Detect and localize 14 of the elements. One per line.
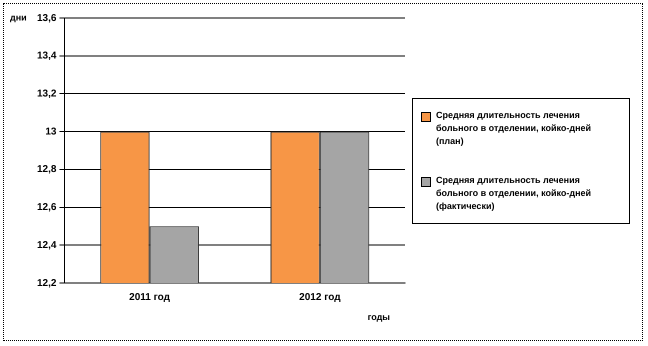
y-tick-label: 13,6 <box>36 12 57 24</box>
x-tick-label: 2012 год <box>299 292 342 303</box>
legend-label: Средняя длительность лечения больного в отделении, койко-дней (фактически) <box>436 174 592 213</box>
y-tick-label: 12,6 <box>36 202 57 214</box>
x-tick-label: 2011 год <box>129 292 171 303</box>
y-tick-label: 12,8 <box>36 164 57 176</box>
x-axis-title: годы <box>368 312 390 322</box>
y-tick-label: 13,4 <box>36 50 57 62</box>
y-tick-label: 13 <box>45 126 57 138</box>
y-tick-label: 12,4 <box>36 240 57 251</box>
legend-label: Средняя длительность лечения больного в отделении, койко-дней (план) <box>436 109 592 148</box>
y-tick-label: 12,2 <box>36 278 57 289</box>
y-axis-title: дни <box>10 12 27 22</box>
y-tick-label: 13,2 <box>36 88 57 100</box>
